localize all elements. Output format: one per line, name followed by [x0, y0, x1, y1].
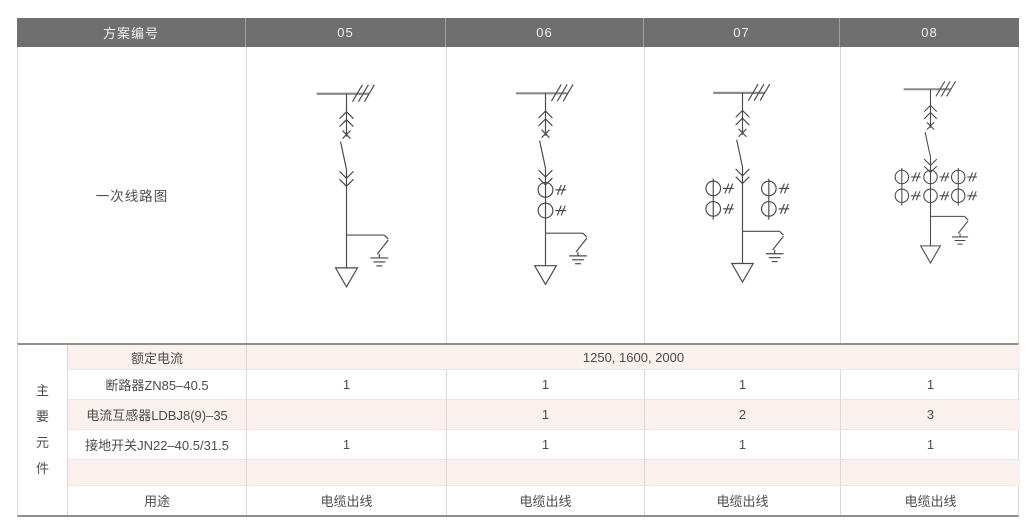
- group-label-char: 元: [35, 435, 49, 450]
- row-label-current-transformer: 电流互感器LDBJ8(9)–35: [68, 400, 246, 430]
- table-cell: 电缆出线: [446, 486, 644, 515]
- diagram-cell-05: [246, 47, 446, 343]
- table-cell: 1: [644, 370, 840, 400]
- table-cell: 电缆出线: [840, 486, 1020, 515]
- scheme-spec-table: 方案编号 05 06 07 08 一次线路图 主 要 元 件 额定电流 1250…: [17, 18, 1020, 517]
- header-scheme-07: 07: [643, 18, 839, 47]
- table-header-row: 方案编号 05 06 07 08: [17, 18, 1019, 47]
- diagram-cell-06: [446, 47, 644, 343]
- diagram-row-label: 一次线路图: [95, 189, 169, 204]
- table-cell: [644, 460, 840, 486]
- diagram-cell-07: [644, 47, 840, 343]
- table-cell: 1: [246, 370, 446, 400]
- row-label-rated-current: 额定电流: [68, 345, 246, 370]
- main-components-group-label: 主 要 元 件: [18, 345, 68, 515]
- spacer-row-label: [68, 460, 246, 486]
- table-cell: 1: [840, 370, 1020, 400]
- table-cell: 1: [446, 370, 644, 400]
- header-scheme-06: 06: [445, 18, 643, 47]
- table-cell: [246, 460, 446, 486]
- group-label-char: 主: [35, 383, 49, 398]
- diagram-cell-08: [840, 47, 1020, 343]
- single-line-diagram-08: [894, 80, 978, 264]
- table-cell: [446, 460, 644, 486]
- table-cell: 3: [840, 400, 1020, 430]
- table-cell: [246, 400, 446, 430]
- header-scheme-number-label: 方案编号: [102, 26, 159, 41]
- table-cell: [840, 460, 1020, 486]
- table-cell: 1: [644, 430, 840, 460]
- table-cell: 1: [446, 400, 644, 430]
- table-cell: 1: [446, 430, 644, 460]
- main-components-section: 主 要 元 件 额定电流 1250, 1600, 2000 断路器ZN85–40…: [17, 343, 1020, 517]
- table-cell: 1: [840, 430, 1020, 460]
- table-cell: 1: [246, 430, 446, 460]
- row-label-circuit-breaker: 断路器ZN85–40.5: [68, 370, 246, 400]
- table-cell: 电缆出线: [644, 486, 840, 515]
- single-line-diagram-07: [705, 83, 790, 284]
- header-scheme-05: 05: [245, 18, 445, 47]
- row-label-earthing-switch: 接地开关JN22–40.5/31.5: [68, 430, 246, 460]
- table-cell: 2: [644, 400, 840, 430]
- group-label-char: 要: [35, 409, 49, 424]
- table-cell: 电缆出线: [246, 486, 446, 515]
- rated-current-merged-value: 1250, 1600, 2000: [246, 345, 1020, 370]
- single-line-diagram-06: [515, 84, 588, 286]
- single-line-diagram-05: [316, 84, 389, 288]
- header-scheme-08: 08: [839, 18, 1019, 47]
- single-line-diagram-row: 一次线路图: [17, 47, 1019, 343]
- group-label-char: 件: [35, 461, 49, 476]
- row-label-application: 用途: [143, 494, 170, 509]
